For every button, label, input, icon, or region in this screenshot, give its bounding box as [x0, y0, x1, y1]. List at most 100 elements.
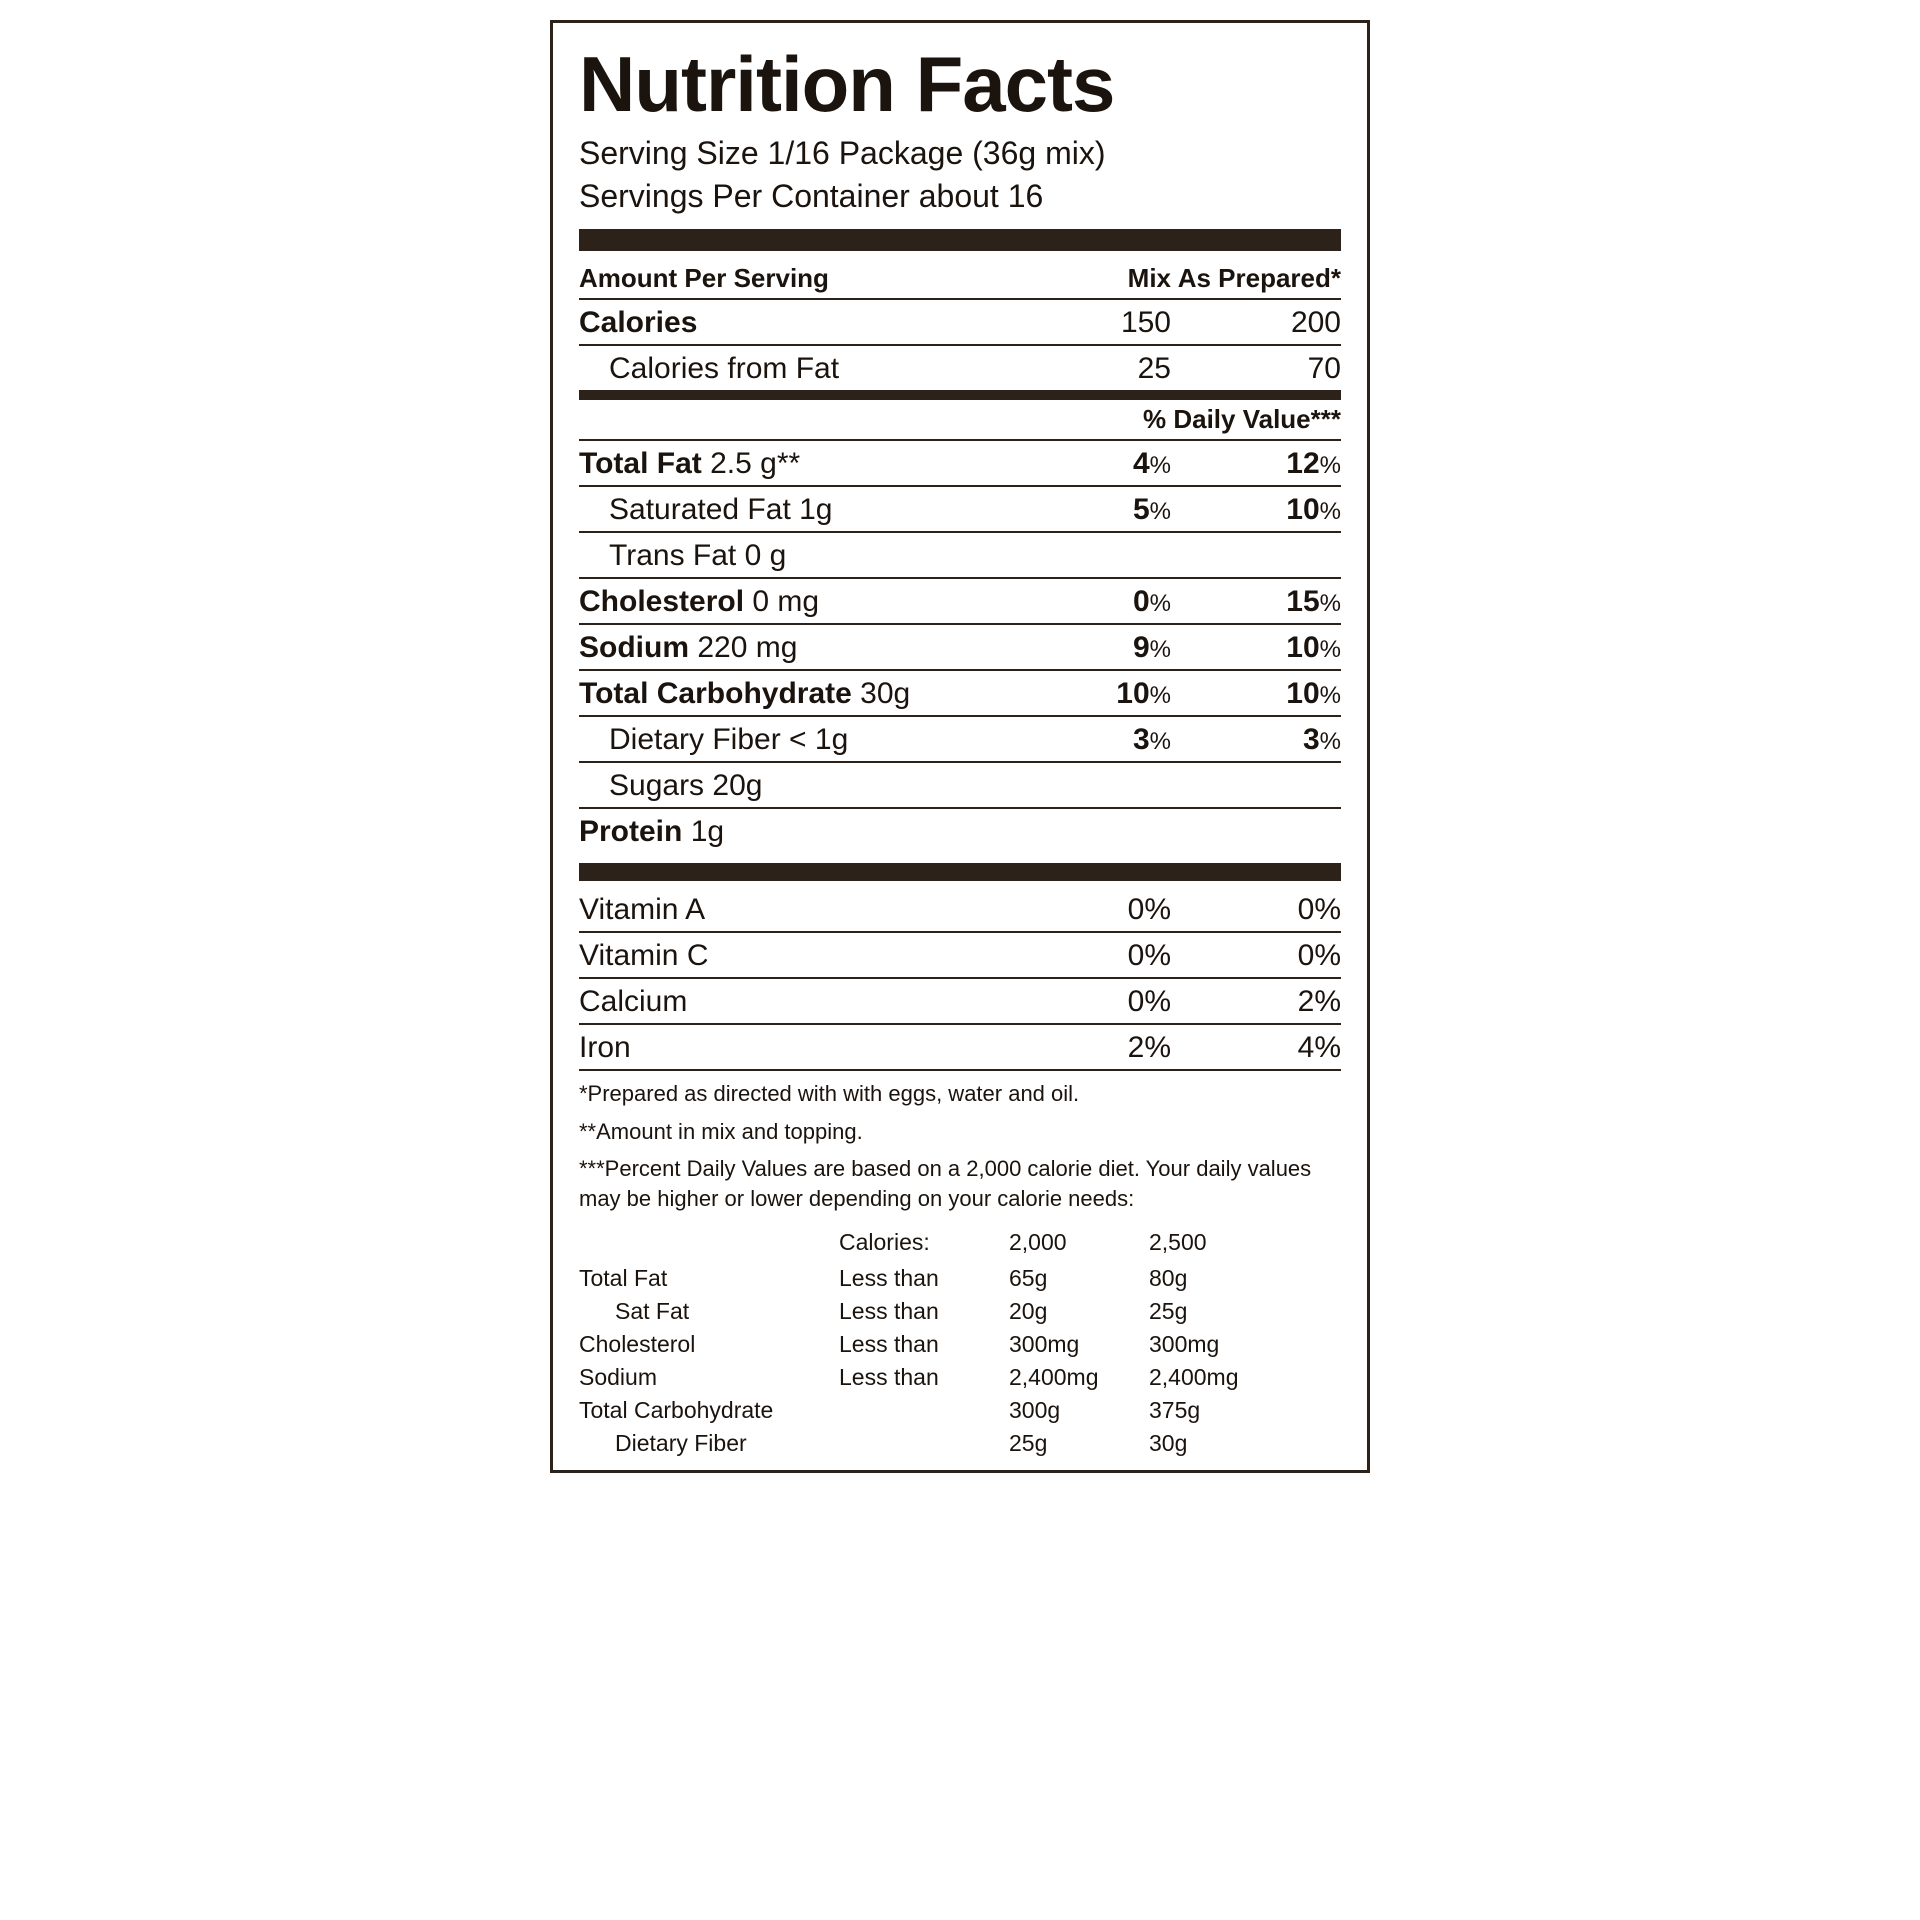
nutrient-label: Cholesterol 0 mg: [579, 585, 1061, 619]
nutrient-prep: 10%: [1171, 493, 1341, 527]
nutrient-label: Trans Fat 0 g: [579, 539, 1061, 573]
ref-nut: Total Carbohydrate: [579, 1397, 839, 1424]
reference-table: Calories: 2,000 2,500 Total FatLess than…: [579, 1226, 1341, 1460]
ref-cmp: Less than: [839, 1331, 1009, 1358]
ref-col-2000: 2,000: [1009, 1229, 1149, 1256]
nutrient-mix: 10%: [1061, 677, 1171, 711]
ref-c2: 2,400mg: [1149, 1364, 1289, 1391]
amount-per-serving-label: Amount Per Serving: [579, 263, 1061, 294]
vitamin-label: Iron: [579, 1031, 1061, 1065]
nutrient-prep: 12%: [1171, 447, 1341, 481]
ref-c2: 80g: [1149, 1265, 1289, 1292]
calories-prep: 200: [1171, 306, 1341, 340]
nutrient-prep: 3%: [1171, 723, 1341, 757]
title: Nutrition Facts: [579, 45, 1341, 123]
ref-c1: 25g: [1009, 1430, 1149, 1457]
ref-row: CholesterolLess than300mg300mg: [579, 1328, 1341, 1361]
vitamin-label: Vitamin A: [579, 893, 1061, 927]
ref-cmp: Less than: [839, 1298, 1009, 1325]
nutrient-prep: 15%: [1171, 585, 1341, 619]
ref-nut: Sodium: [579, 1364, 839, 1391]
ref-c1: 2,400mg: [1009, 1364, 1149, 1391]
ref-nut: Dietary Fiber: [579, 1430, 839, 1457]
ref-row: Dietary Fiber 25g30g: [579, 1427, 1341, 1460]
vitamin-prep: 0%: [1171, 893, 1341, 927]
nutrient-prep: 10%: [1171, 631, 1341, 665]
nutrient-mix: 5%: [1061, 493, 1171, 527]
nutrient-label: Total Fat 2.5 g**: [579, 447, 1061, 481]
calories-from-fat-mix: 25: [1061, 352, 1171, 386]
nutrient-label: Protein 1g: [579, 815, 1061, 849]
ref-c1: 20g: [1009, 1298, 1149, 1325]
vitamin-label: Vitamin C: [579, 939, 1061, 973]
daily-value-header: % Daily Value***: [579, 400, 1341, 441]
nutrient-label: Total Carbohydrate 30g: [579, 677, 1061, 711]
vitamin-mix: 0%: [1061, 939, 1171, 973]
nutrient-row: Sodium 220 mg9%10%: [579, 625, 1341, 671]
nutrient-row: Total Carbohydrate 30g10%10%: [579, 671, 1341, 717]
calories-mix: 150: [1061, 306, 1171, 340]
nutrient-row: Protein 1g: [579, 809, 1341, 853]
vitamin-row: Vitamin C0%0%: [579, 933, 1341, 979]
footnote-3: ***Percent Daily Values are based on a 2…: [579, 1154, 1341, 1213]
col-prepared: As Prepared*: [1171, 263, 1341, 294]
footnote-2: **Amount in mix and topping.: [579, 1117, 1341, 1147]
ref-c2: 25g: [1149, 1298, 1289, 1325]
nutrient-mix: 0%: [1061, 585, 1171, 619]
nutrient-mix: 3%: [1061, 723, 1171, 757]
nutrient-row: Sugars 20g: [579, 763, 1341, 809]
ref-c1: 300mg: [1009, 1331, 1149, 1358]
nutrient-label: Saturated Fat 1g: [579, 493, 1061, 527]
ref-row: Total Carbohydrate 300g375g: [579, 1394, 1341, 1427]
vitamin-row: Iron2%4%: [579, 1025, 1341, 1071]
row-calories: Calories 150 200: [579, 300, 1341, 346]
nutrient-row: Total Fat 2.5 g**4%12%: [579, 441, 1341, 487]
nutrient-row: Dietary Fiber < 1g3%3%: [579, 717, 1341, 763]
ref-row: Sat FatLess than20g25g: [579, 1295, 1341, 1328]
ref-c2: 375g: [1149, 1397, 1289, 1424]
ref-c2: 30g: [1149, 1430, 1289, 1457]
calories-from-fat-label: Calories from Fat: [579, 352, 1061, 386]
vitamin-prep: 2%: [1171, 985, 1341, 1019]
ref-cmp: Less than: [839, 1265, 1009, 1292]
calories-label: Calories: [579, 306, 1061, 340]
nutrient-row: Saturated Fat 1g5%10%: [579, 487, 1341, 533]
nutrient-row: Trans Fat 0 g: [579, 533, 1341, 579]
vitamin-row: Calcium0%2%: [579, 979, 1341, 1025]
vitamin-prep: 0%: [1171, 939, 1341, 973]
rule-thick-2: [579, 863, 1341, 881]
nutrient-prep: 10%: [1171, 677, 1341, 711]
columns-header: Amount Per Serving Mix As Prepared*: [579, 257, 1341, 300]
ref-nut: Sat Fat: [579, 1298, 839, 1325]
nutrient-mix: 9%: [1061, 631, 1171, 665]
ref-cmp: Less than: [839, 1364, 1009, 1391]
ref-nut: Cholesterol: [579, 1331, 839, 1358]
vitamin-row: Vitamin A0%0%: [579, 887, 1341, 933]
servings-per-container: Servings Per Container about 16: [579, 178, 1341, 215]
vitamin-mix: 2%: [1061, 1031, 1171, 1065]
vitamin-prep: 4%: [1171, 1031, 1341, 1065]
nutrient-row: Cholesterol 0 mg0%15%: [579, 579, 1341, 625]
vitamins-list: Vitamin A0%0%Vitamin C0%0%Calcium0%2%Iro…: [579, 887, 1341, 1071]
ref-table-header: Calories: 2,000 2,500: [579, 1226, 1341, 1262]
rule-thick: [579, 229, 1341, 251]
vitamin-label: Calcium: [579, 985, 1061, 1019]
ref-c1: 300g: [1009, 1397, 1149, 1424]
ref-row: SodiumLess than2,400mg2,400mg: [579, 1361, 1341, 1394]
col-mix: Mix: [1061, 263, 1171, 294]
nutrition-facts-panel: Nutrition Facts Serving Size 1/16 Packag…: [550, 20, 1370, 1473]
ref-row: Total FatLess than65g80g: [579, 1262, 1341, 1295]
ref-col-2500: 2,500: [1149, 1229, 1289, 1256]
row-calories-from-fat: Calories from Fat 25 70: [579, 346, 1341, 400]
ref-cmp: [839, 1397, 1009, 1424]
vitamin-mix: 0%: [1061, 985, 1171, 1019]
nutrient-mix: 4%: [1061, 447, 1171, 481]
ref-cal-label: Calories:: [839, 1229, 1009, 1256]
serving-size: Serving Size 1/16 Package (36g mix): [579, 135, 1341, 172]
ref-c2: 300mg: [1149, 1331, 1289, 1358]
nutrient-label: Sugars 20g: [579, 769, 1061, 803]
ref-nut: Total Fat: [579, 1265, 839, 1292]
footnote-1: *Prepared as directed with with eggs, wa…: [579, 1079, 1341, 1109]
ref-c1: 65g: [1009, 1265, 1149, 1292]
nutrient-label: Dietary Fiber < 1g: [579, 723, 1061, 757]
